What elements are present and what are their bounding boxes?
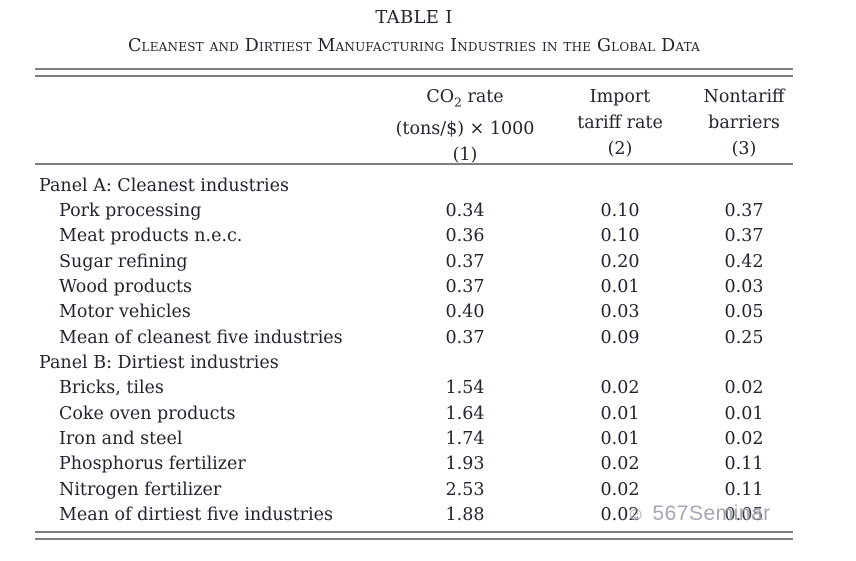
nontariff-value: 0.11	[724, 479, 764, 500]
import-tariff-value: 0.02	[600, 378, 640, 399]
co2-rate-value: 1.93	[445, 454, 485, 475]
table-subtitle: Cleanest and Dirtiest Manufacturing Indu…	[127, 36, 701, 56]
co2-rate-header-line1: CO2 rate	[385, 84, 545, 116]
import-tariff-header-line2: tariff rate	[577, 113, 663, 133]
nontariff-header-line2: barriers	[708, 113, 780, 133]
nontariff-value: 0.03	[724, 277, 764, 298]
column-header-nontariff: Nontariff barriers (3)	[695, 84, 793, 162]
column-header-co2-rate: CO2 rate (tons/$) × 1000 (1)	[385, 84, 545, 168]
industry-label: Mean of cleanest five industries	[59, 327, 343, 348]
table-row-sugar-refining: Sugar refining 0.37 0.20 0.42	[35, 249, 793, 274]
table-row-meat-products: Meat products n.e.c. 0.36 0.10 0.37	[35, 224, 793, 249]
table-body: Panel A: Cleanest industries Pork proces…	[35, 173, 793, 528]
industry-label: Nitrogen fertilizer	[59, 479, 222, 500]
nontariff-value: 0.05	[724, 302, 764, 323]
bottom-double-rule	[35, 531, 793, 540]
panel-b-label: Panel B: Dirtiest industries	[39, 353, 279, 374]
nontariff-value: 0.37	[724, 201, 764, 222]
column-header-import-tariff: Import tariff rate (2)	[545, 84, 695, 162]
import-tariff-value: 0.10	[600, 201, 640, 222]
table-row-coke-oven: Coke oven products 1.64 0.01 0.01	[35, 401, 793, 426]
industry-label: Mean of dirtiest five industries	[59, 505, 333, 526]
import-tariff-value: 0.02	[600, 505, 640, 526]
co2-rate-value: 1.64	[445, 403, 485, 424]
panel-a-label: Panel A: Cleanest industries	[39, 175, 289, 196]
industry-label: Sugar refining	[59, 251, 188, 272]
industry-label: Motor vehicles	[59, 302, 191, 323]
industry-label: Pork processing	[59, 201, 202, 222]
import-tariff-value: 0.01	[600, 277, 640, 298]
table-title: TABLE I	[375, 7, 453, 28]
industry-label: Wood products	[59, 277, 193, 298]
table-row-wood-products: Wood products 0.37 0.01 0.03	[35, 274, 793, 299]
co2-rate-value: 0.40	[445, 302, 485, 323]
table-row-nitrogen-fertilizer: Nitrogen fertilizer 2.53 0.02 0.11	[35, 477, 793, 502]
table-row-bricks-tiles: Bricks, tiles 1.54 0.02 0.02	[35, 376, 793, 401]
import-tariff-value: 0.01	[600, 403, 640, 424]
import-tariff-value: 0.10	[600, 226, 640, 247]
table-row-phosphorus-fertilizer: Phosphorus fertilizer 1.93 0.02 0.11	[35, 452, 793, 477]
import-tariff-header-line1: Import	[589, 87, 651, 107]
panel-a-header-row: Panel A: Cleanest industries	[35, 173, 793, 198]
nontariff-value: 0.02	[724, 378, 764, 399]
header-rule	[35, 163, 793, 165]
industry-label: Phosphorus fertilizer	[59, 454, 246, 475]
co2-rate-value: 0.37	[445, 251, 485, 272]
industry-label: Meat products n.e.c.	[59, 226, 243, 247]
co2-label-prefix: CO	[426, 87, 455, 107]
table-row-iron-steel: Iron and steel 1.74 0.01 0.02	[35, 426, 793, 451]
table-i: TABLE I Cleanest and Dirtiest Manufactur…	[35, 8, 793, 553]
co2-rate-value: 1.88	[445, 505, 485, 526]
nontariff-value: 0.37	[724, 226, 764, 247]
nontariff-value: 0.11	[724, 454, 764, 475]
import-tariff-value: 0.20	[600, 251, 640, 272]
nontariff-value: 0.02	[724, 429, 764, 450]
co2-rate-value: 2.53	[445, 479, 485, 500]
table-row-pork-processing: Pork processing 0.34 0.10 0.37	[35, 198, 793, 223]
nontariff-value: 0.42	[724, 251, 764, 272]
co2-rate-value: 1.54	[445, 378, 485, 399]
nontariff-value: 0.01	[724, 403, 764, 424]
import-tariff-value: 0.02	[600, 454, 640, 475]
import-tariff-header-line3: (2)	[607, 139, 633, 159]
nontariff-header-line3: (3)	[731, 139, 757, 159]
co2-label-suffix: rate	[461, 87, 504, 107]
co2-rate-header-line2: (tons/$) × 1000	[395, 118, 535, 139]
co2-rate-value: 0.37	[445, 277, 485, 298]
industry-label: Iron and steel	[59, 429, 183, 450]
panel-b-header-row: Panel B: Dirtiest industries	[35, 350, 793, 375]
nontariff-value: 0.25	[724, 327, 764, 348]
nontariff-value: 0.05	[724, 505, 764, 526]
co2-subscript: 2	[454, 95, 462, 110]
table-row-mean-dirtiest: Mean of dirtiest five industries 1.88 0.…	[35, 502, 793, 527]
nontariff-header-line1: Nontariff	[703, 87, 785, 107]
industry-label: Bricks, tiles	[59, 378, 164, 399]
co2-rate-value: 0.34	[445, 201, 485, 222]
import-tariff-value: 0.01	[600, 429, 640, 450]
industry-label: Coke oven products	[59, 403, 236, 424]
co2-rate-value: 0.37	[445, 327, 485, 348]
co2-rate-header-line3: (1)	[452, 144, 478, 165]
co2-rate-value: 1.74	[445, 429, 485, 450]
table-row-motor-vehicles: Motor vehicles 0.40 0.03 0.05	[35, 300, 793, 325]
import-tariff-value: 0.03	[600, 302, 640, 323]
table-header-row: CO2 rate (tons/$) × 1000 (1) Import tari…	[35, 84, 793, 168]
co2-rate-value: 0.36	[445, 226, 485, 247]
top-double-rule	[35, 68, 793, 77]
table-row-mean-cleanest: Mean of cleanest five industries 0.37 0.…	[35, 325, 793, 350]
import-tariff-value: 0.02	[600, 479, 640, 500]
import-tariff-value: 0.09	[600, 327, 640, 348]
